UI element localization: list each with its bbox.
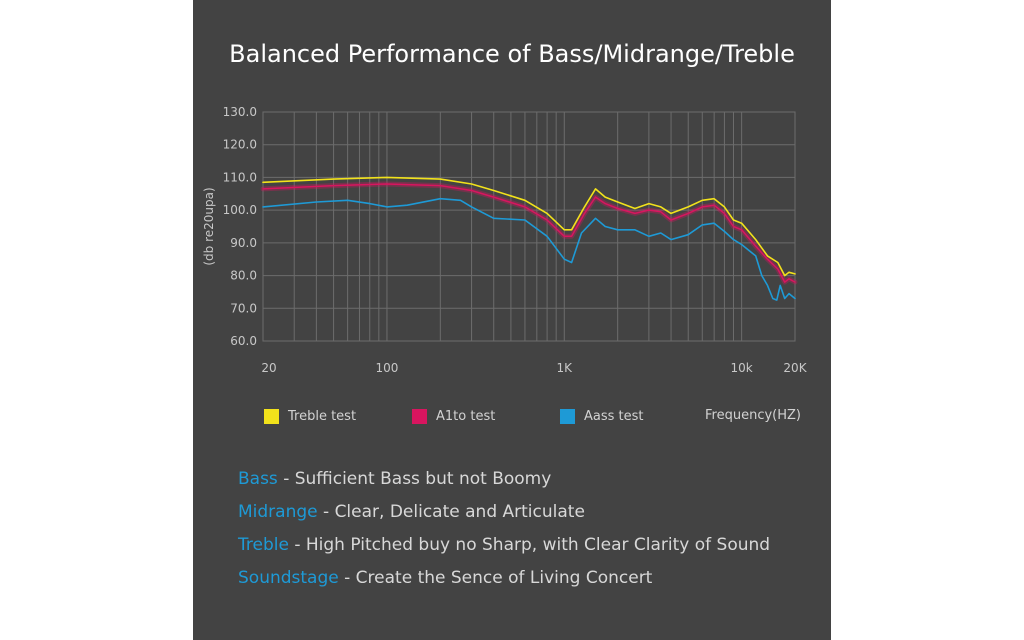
legend-item-aass: Aass test bbox=[560, 405, 644, 427]
legend-swatch-a1to bbox=[412, 408, 427, 424]
legend-label-treble: Treble test bbox=[288, 408, 357, 424]
x-tick-label: 1K bbox=[557, 361, 574, 375]
chart-panel: Balanced Performance of Bass/Midrange/Tr… bbox=[193, 0, 831, 640]
y-tick-label: 90.0 bbox=[230, 236, 257, 250]
description-text: - High Pitched buy no Sharp, with Clear … bbox=[288, 535, 771, 555]
series-line-aass bbox=[262, 197, 796, 301]
description-treble: Treble - High Pitched buy no Sharp, with… bbox=[238, 532, 770, 565]
description-text: - Clear, Delicate and Articulate bbox=[317, 502, 585, 522]
y-tick-label: 110.0 bbox=[223, 170, 257, 184]
description-term: Treble bbox=[238, 535, 289, 555]
legend-label-aass: Aass test bbox=[584, 408, 644, 424]
series-line-a1to bbox=[262, 183, 796, 283]
x-axis-label: Frequency(HZ) bbox=[705, 408, 801, 423]
legend-label-a1to: A1to test bbox=[436, 408, 496, 424]
x-tick-label: 20K bbox=[783, 361, 807, 375]
y-tick-label: 120.0 bbox=[223, 138, 257, 152]
description-bass: Bass - Sufficient Bass but not Boomy bbox=[238, 466, 770, 499]
description-text: - Create the Sence of Living Concert bbox=[338, 568, 653, 588]
legend-swatch-aass bbox=[560, 408, 575, 424]
y-tick-label: 130.0 bbox=[223, 105, 257, 119]
y-tick-label: 60.0 bbox=[230, 334, 257, 348]
x-tick-label: 20 bbox=[261, 361, 276, 375]
y-tick-label: 100.0 bbox=[223, 203, 257, 217]
description-list: Bass - Sufficient Bass but not Boomy Mid… bbox=[238, 466, 770, 598]
series-line-treble bbox=[262, 176, 796, 277]
legend-swatch-treble bbox=[264, 408, 279, 424]
description-midrange: Midrange - Clear, Delicate and Articulat… bbox=[238, 499, 770, 532]
description-text: - Sufficient Bass but not Boomy bbox=[277, 469, 552, 489]
description-soundstage: Soundstage - Create the Sence of Living … bbox=[238, 565, 770, 598]
x-tick-label: 100 bbox=[375, 361, 398, 375]
y-axis-label: (db re20upa) bbox=[202, 187, 216, 265]
plot-frame bbox=[262, 111, 796, 342]
description-term: Bass bbox=[238, 469, 278, 489]
y-tick-label: 80.0 bbox=[230, 269, 257, 283]
description-term: Soundstage bbox=[238, 568, 339, 588]
x-tick-label: 10k bbox=[731, 361, 753, 375]
description-term: Midrange bbox=[238, 502, 318, 522]
legend-item-treble: Treble test bbox=[264, 405, 356, 427]
legend-item-a1to: A1to test bbox=[412, 405, 495, 427]
chart-title: Balanced Performance of Bass/Midrange/Tr… bbox=[229, 40, 795, 68]
frequency-response-chart: 60.0 70.0 80.0 90.0 100.0 110.0 120.0 130.0 20 10… bbox=[202, 105, 808, 375]
y-tick-label: 70.0 bbox=[230, 301, 257, 315]
